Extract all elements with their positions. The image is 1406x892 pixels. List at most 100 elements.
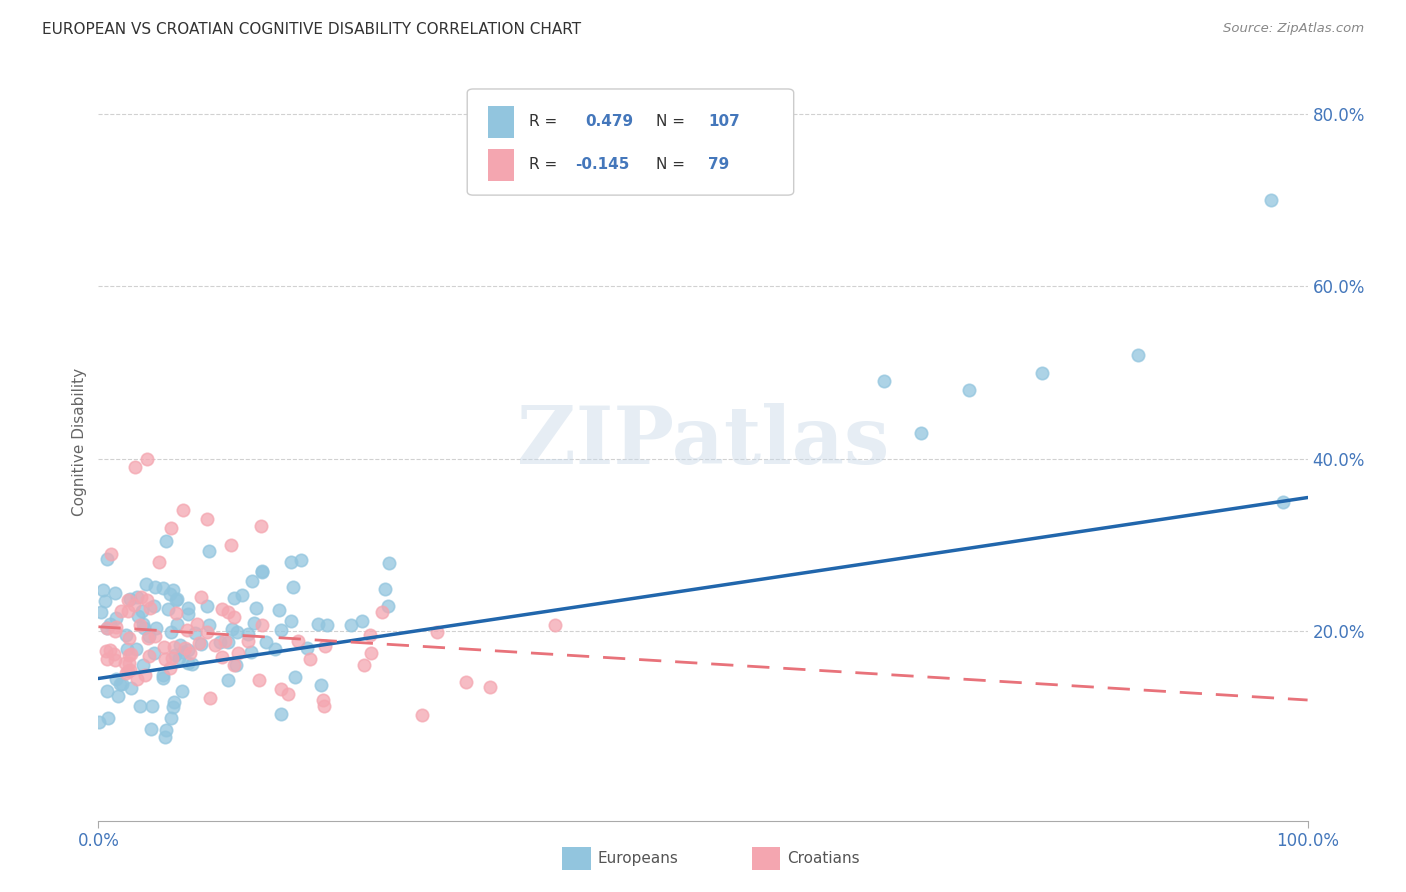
Point: [132, 657, 155, 672]
Point: [117, 604, 139, 618]
Point: [224, 591, 246, 605]
Point: [104, 624, 127, 638]
Point: [162, 699, 184, 714]
Point: [217, 673, 239, 687]
Point: [1128, 348, 1150, 362]
Point: [411, 707, 433, 722]
Point: [198, 691, 221, 706]
Point: [162, 583, 184, 598]
Point: [221, 622, 243, 636]
Point: [120, 663, 142, 677]
Point: [104, 672, 127, 686]
FancyBboxPatch shape: [467, 89, 793, 195]
Point: [115, 628, 138, 642]
Point: [315, 618, 337, 632]
Point: [250, 519, 273, 533]
Point: [157, 601, 180, 615]
Point: [270, 623, 292, 637]
Point: [132, 617, 155, 632]
Point: [225, 657, 247, 672]
Point: [127, 591, 149, 605]
Point: [195, 624, 218, 639]
Point: [377, 599, 399, 614]
Point: [211, 649, 233, 664]
Point: [155, 534, 177, 549]
Point: [166, 592, 188, 607]
Point: [107, 690, 129, 704]
Point: [179, 647, 201, 661]
Point: [198, 544, 221, 558]
Point: [96, 652, 118, 666]
Point: [176, 623, 198, 637]
Text: Croatians: Croatians: [787, 852, 860, 866]
Point: [353, 657, 375, 672]
Point: [103, 647, 125, 661]
Point: [129, 617, 152, 632]
Point: [177, 601, 200, 615]
Point: [957, 383, 980, 397]
Point: [94, 644, 117, 658]
FancyBboxPatch shape: [488, 149, 515, 181]
Point: [94, 594, 117, 608]
Point: [214, 634, 236, 648]
Point: [152, 668, 174, 682]
Point: [249, 673, 271, 688]
Point: [195, 599, 218, 613]
Point: [177, 657, 200, 671]
Point: [120, 681, 142, 696]
Point: [172, 645, 194, 659]
Point: [217, 634, 239, 648]
Point: [115, 666, 138, 681]
Point: [96, 552, 118, 566]
Point: [138, 649, 160, 664]
Point: [125, 673, 148, 687]
Point: [231, 588, 253, 602]
Point: [135, 577, 157, 591]
Point: [544, 618, 567, 632]
Point: [186, 616, 208, 631]
Point: [117, 592, 139, 607]
Point: [360, 646, 382, 660]
Point: [270, 681, 292, 696]
Text: 107: 107: [707, 114, 740, 129]
Point: [195, 512, 218, 526]
Point: [117, 641, 139, 656]
Y-axis label: Cognitive Disability: Cognitive Disability: [72, 368, 87, 516]
Point: [236, 627, 259, 641]
Point: [222, 658, 245, 673]
Point: [226, 646, 249, 660]
Point: [240, 645, 263, 659]
Point: [153, 730, 176, 744]
Point: [134, 668, 156, 682]
Text: 0.479: 0.479: [586, 114, 634, 129]
Point: [314, 639, 336, 653]
Point: [97, 711, 120, 725]
Point: [160, 521, 183, 535]
Point: [143, 629, 166, 643]
Point: [250, 618, 273, 632]
Point: [114, 656, 136, 670]
Point: [148, 555, 170, 569]
Point: [100, 547, 122, 561]
Point: [211, 601, 233, 615]
Point: [245, 601, 267, 615]
Point: [103, 653, 125, 667]
Point: [90, 605, 112, 619]
Point: [287, 634, 309, 648]
Point: [280, 615, 302, 629]
Point: [163, 640, 186, 655]
Point: [226, 624, 249, 639]
Point: [172, 503, 194, 517]
Text: R =: R =: [529, 157, 562, 172]
Point: [135, 593, 157, 607]
Point: [117, 664, 139, 678]
Point: [290, 553, 312, 567]
Point: [135, 451, 157, 466]
Point: [307, 616, 329, 631]
Point: [87, 714, 110, 729]
Point: [267, 603, 290, 617]
Point: [163, 648, 186, 662]
Point: [160, 651, 183, 665]
Point: [98, 643, 121, 657]
Point: [118, 631, 141, 645]
